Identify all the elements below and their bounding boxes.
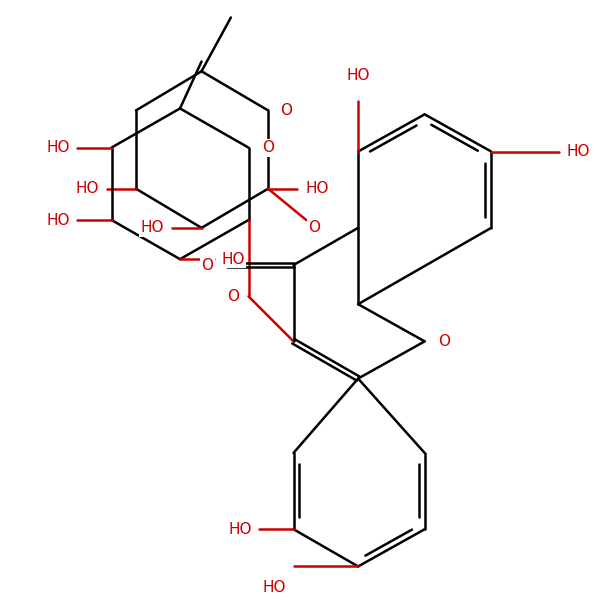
Text: HO: HO	[262, 580, 286, 595]
Text: O: O	[227, 289, 239, 304]
Text: O: O	[201, 257, 213, 272]
Text: HO: HO	[346, 68, 370, 83]
Text: HO: HO	[566, 144, 590, 159]
Text: O: O	[262, 140, 274, 155]
Text: O: O	[308, 220, 320, 235]
Text: O: O	[439, 334, 451, 349]
Text: HO: HO	[47, 140, 70, 155]
Text: HO: HO	[305, 181, 329, 196]
Text: HO: HO	[75, 181, 99, 196]
Text: HO: HO	[221, 251, 245, 266]
Text: HO: HO	[229, 522, 253, 537]
Text: HO: HO	[141, 220, 164, 235]
Text: HO: HO	[47, 212, 70, 227]
Text: O: O	[280, 103, 292, 118]
